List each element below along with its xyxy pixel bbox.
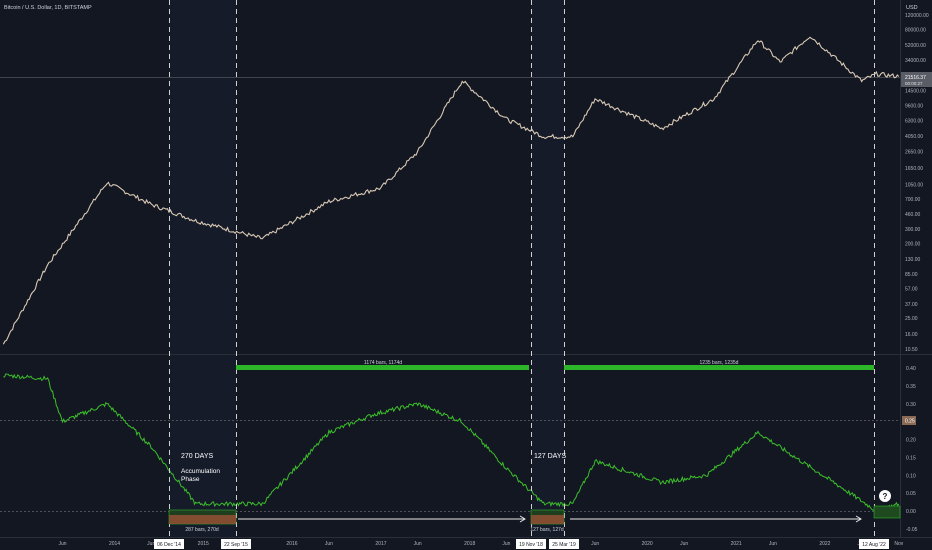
range-bar-1[interactable] xyxy=(236,365,529,370)
accumulation-phase-line1: Accumulation xyxy=(181,468,220,475)
price-axis-label: 4050.00 xyxy=(905,134,923,140)
arrow-1-head xyxy=(519,515,526,523)
time-marker-label: 25 Mar '19 xyxy=(552,542,576,548)
time-axis-label: Jun xyxy=(325,541,333,547)
time-markers: 06 Dec '14 22 Sep '15 19 Nov '18 25 Mar '19… xyxy=(154,539,889,549)
time-marker-box xyxy=(859,539,889,549)
indicator-axis-label: 0.05 xyxy=(906,491,916,497)
price-axis-label: 120000.00 xyxy=(905,13,929,19)
price-axis-label: 16.00 xyxy=(905,332,918,338)
price-axis-label: 10.50 xyxy=(905,347,918,353)
current-price-value: 21516.37 xyxy=(905,75,926,81)
price-axis-label: 14500.00 xyxy=(905,89,926,95)
accumulation-days-1: 270 DAYS xyxy=(181,453,213,460)
time-axis-label: 2015 xyxy=(198,541,209,547)
price-axis-label: 2650.00 xyxy=(905,149,923,155)
indicator-axis-label: 0.10 xyxy=(906,473,916,479)
range-bar-2[interactable] xyxy=(564,365,874,370)
time-axis-label: Jun xyxy=(591,541,599,547)
time-axis-label: 2018 xyxy=(464,541,475,547)
price-axis-label: 6300.00 xyxy=(905,118,923,124)
price-axis-label: 130.00 xyxy=(905,257,921,263)
time-marker-label: 12 Aug '22 xyxy=(862,542,886,548)
price-axis-label: 1050.00 xyxy=(905,182,923,188)
time-marker-box xyxy=(549,539,579,549)
time-axis-label: Jun xyxy=(414,541,422,547)
indicator-axis-label: 0.15 xyxy=(906,455,916,461)
accumulation-shade-1 xyxy=(169,0,236,537)
price-axis-label: 1650.00 xyxy=(905,166,923,172)
time-axis-label: 2022 xyxy=(819,541,830,547)
question-icon-glyph: ? xyxy=(883,492,888,501)
indicator-axis-label: 0.35 xyxy=(906,384,916,390)
time-marker-label: 22 Sep '15 xyxy=(224,542,248,548)
price-axis-label: 25.00 xyxy=(905,316,918,322)
time-marker-label: 19 Nov '18 xyxy=(519,542,543,548)
accumulation-phase-line2: Phase xyxy=(181,476,200,483)
currency-label: USD xyxy=(906,5,918,11)
time-marker-box xyxy=(221,539,251,549)
price-axis-label: 57.00 xyxy=(905,287,918,293)
accumulation-box-1[interactable] xyxy=(169,515,236,524)
indicator-axis[interactable]: 0.40 0.35 0.30 0.20 0.15 0.10 0.05 0.00 -0.05 xyxy=(906,366,918,533)
range-bar-1-label: 1174 bars, 1174d xyxy=(364,360,402,366)
accumulation-shade-2 xyxy=(531,0,564,537)
chart-title: Bitcoin / U.S. Dollar, 1D, BITSTAMP xyxy=(4,5,92,11)
time-axis-label: 2020 xyxy=(642,541,653,547)
time-axis-label: 2021 xyxy=(731,541,742,547)
time-axis-label: 2017 xyxy=(375,541,386,547)
accumulation-box-1-label: 287 bars, 270d xyxy=(185,527,219,533)
time-axis[interactable]: Jun 2014 Jun 2015 Jun 2016 Jun 2017 Jun 2018 Jun 20… xyxy=(58,541,903,547)
indicator-axis-label: 0.30 xyxy=(906,402,916,408)
time-marker-box xyxy=(154,539,184,549)
price-axis-label: 700.00 xyxy=(905,197,921,203)
price-axis-label: 9600.00 xyxy=(905,103,923,109)
time-axis-label: Jun xyxy=(147,541,155,547)
indicator-current-tag xyxy=(902,416,916,425)
indicator-series[interactable] xyxy=(3,373,900,514)
price-axis-label: 85.00 xyxy=(905,272,918,278)
arrows xyxy=(238,515,862,523)
indicator-axis-label: 0.20 xyxy=(906,438,916,444)
current-price-tag xyxy=(901,72,932,87)
price-axis-label: 34000.00 xyxy=(905,58,926,64)
time-axis-label: Jun xyxy=(58,541,66,547)
price-axis-label: 80000.00 xyxy=(905,27,926,33)
current-box[interactable] xyxy=(873,505,901,519)
accumulation-box-2[interactable] xyxy=(531,515,564,524)
indicator-current-value: 0.25 xyxy=(905,419,915,425)
question-icon[interactable] xyxy=(879,490,891,502)
accumulation-days-2: 127 DAYS xyxy=(534,453,566,460)
time-axis-label: Nov xyxy=(894,541,903,547)
current-price-countdown: 00:00:27 xyxy=(905,81,923,86)
time-marker-box xyxy=(516,539,546,549)
time-axis-label: Jun xyxy=(502,541,510,547)
price-axis-label: 460.00 xyxy=(905,212,921,218)
indicator-axis-label: -0.05 xyxy=(906,527,918,533)
arrow-2-head xyxy=(855,515,862,523)
time-axis-label: Jun xyxy=(769,541,777,547)
indicator-axis-label: 0.00 xyxy=(906,509,916,515)
price-axis-label: 200.00 xyxy=(905,242,921,248)
time-marker-label: 06 Dec '14 xyxy=(157,542,181,548)
time-axis-label: 2016 xyxy=(286,541,297,547)
price-series[interactable] xyxy=(2,36,900,345)
price-axis[interactable]: 120000.0080000.0052000.0034000.0022000.0… xyxy=(905,13,929,353)
time-axis-label: 2014 xyxy=(109,541,120,547)
range-bar-2-label: 1235 bars, 1235d xyxy=(700,360,739,366)
indicator-axis-label: 0.40 xyxy=(906,366,916,372)
time-axis-label: Jun xyxy=(680,541,688,547)
price-axis-label: 300.00 xyxy=(905,227,921,233)
accumulation-box-2-label: 127 bars, 127d xyxy=(530,527,564,533)
price-axis-label: 52000.00 xyxy=(905,43,926,49)
price-axis-label: 37.00 xyxy=(905,302,918,308)
